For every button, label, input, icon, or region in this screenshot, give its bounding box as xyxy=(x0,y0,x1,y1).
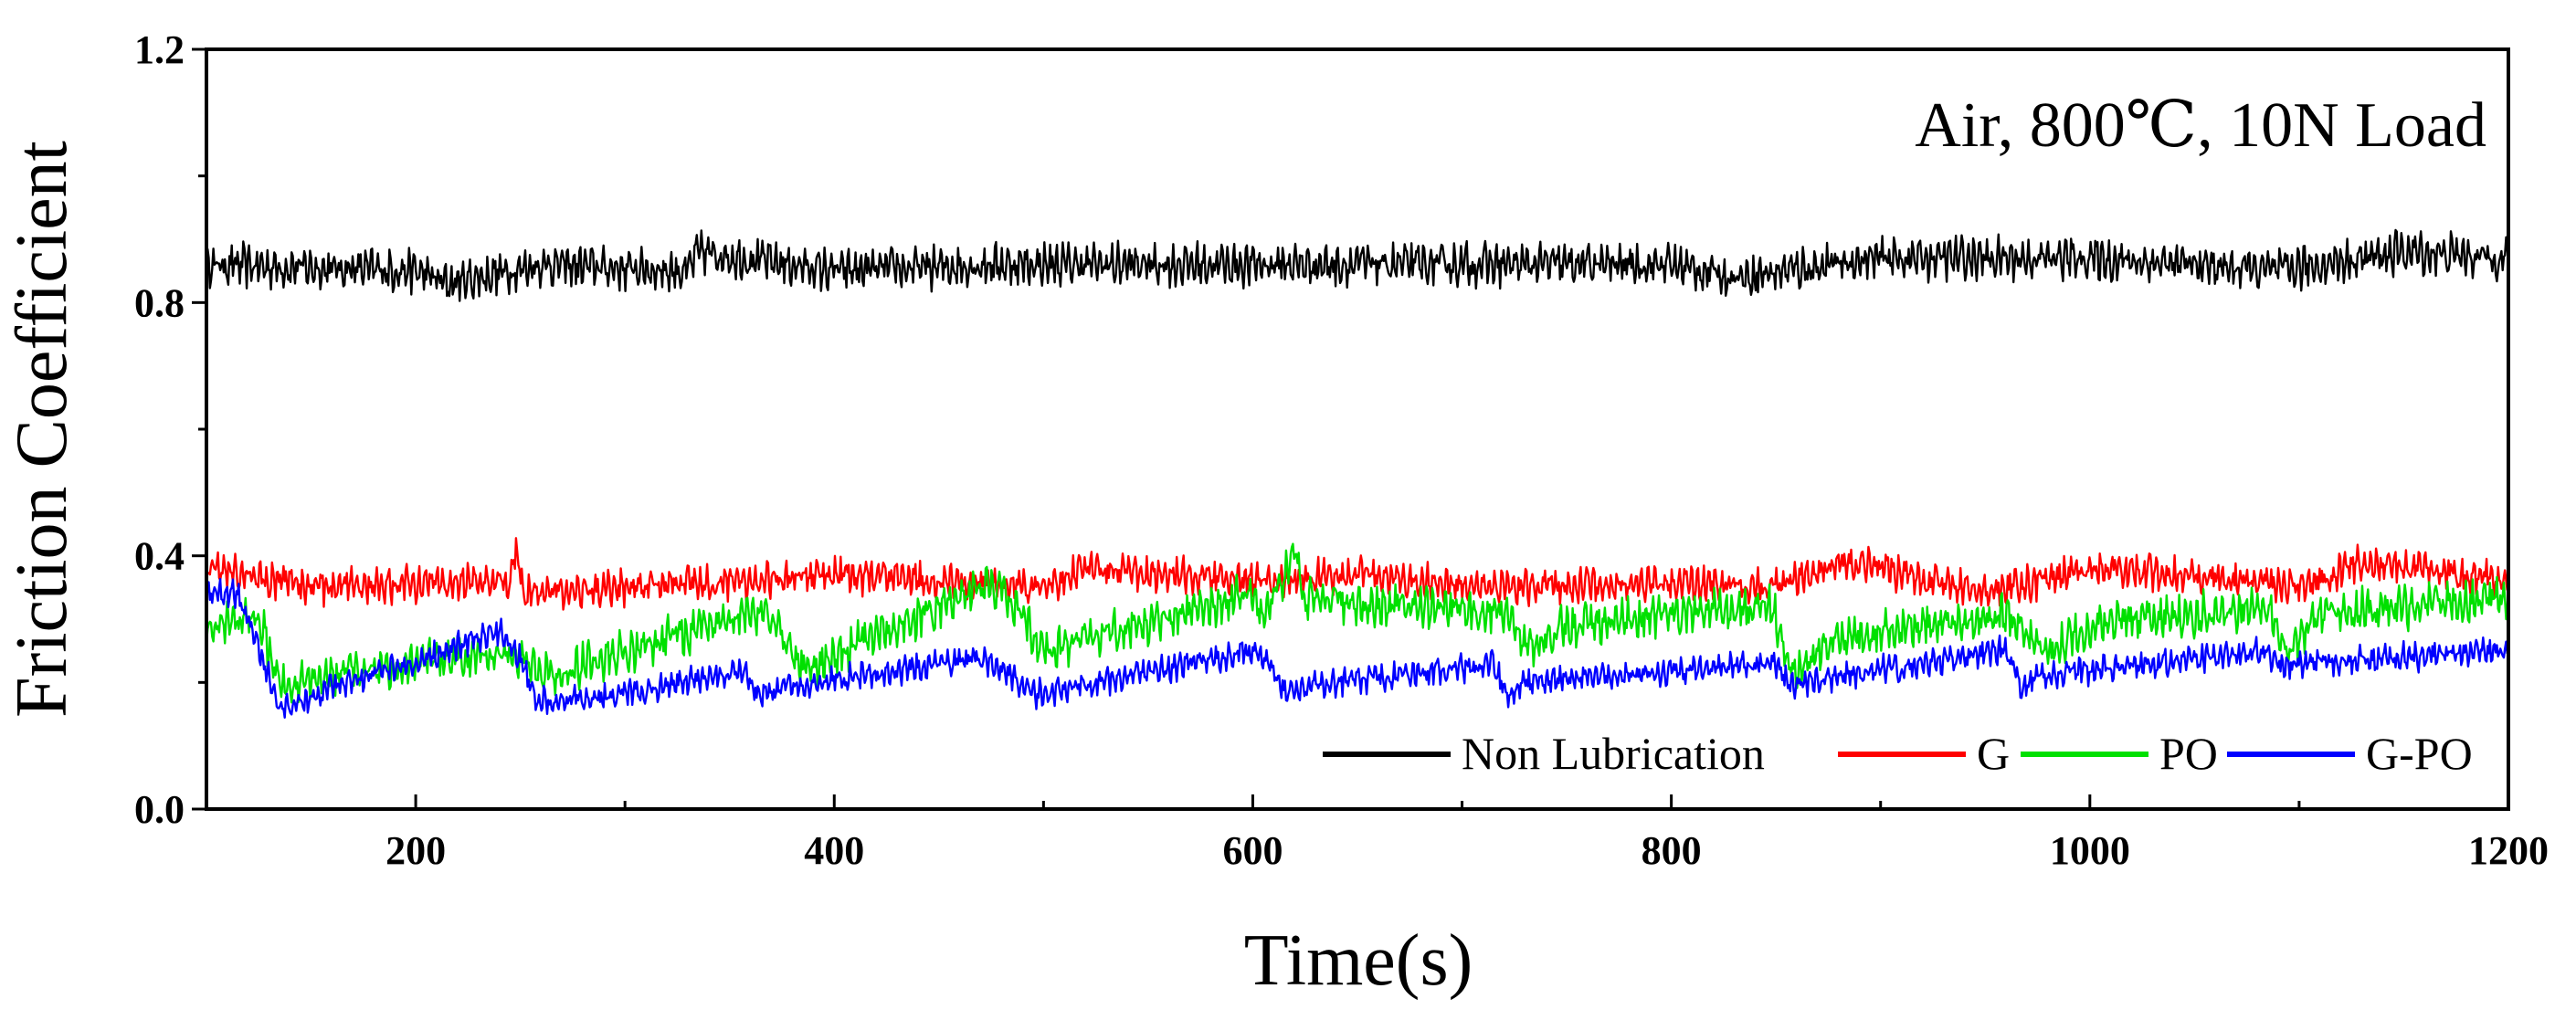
y-axis-title: Friction Coefficient xyxy=(2,141,82,718)
legend-label-g: G xyxy=(1977,728,2010,779)
x-tick-label: 200 xyxy=(385,828,446,873)
y-tick-label: 0.4 xyxy=(134,534,185,579)
legend-label-non-lubrication: Non Lubrication xyxy=(1462,728,1765,779)
series-line-g-po xyxy=(206,577,2508,719)
legend-label-po: PO xyxy=(2159,728,2218,779)
x-tick-label: 1000 xyxy=(2050,828,2130,873)
x-tick-label: 400 xyxy=(804,828,864,873)
chart-annotation: Air, 800℃, 10N Load xyxy=(1915,90,2486,161)
x-tick-label: 600 xyxy=(1222,828,1283,873)
legend: Non Lubrication G PO G-PO xyxy=(1323,728,2473,779)
series-line-non-lubrication xyxy=(206,228,2508,302)
x-axis-title: Time(s) xyxy=(1244,920,1473,1001)
axes-layer: 200 400 600 800 1000 1200 0.0 0.4 0.8 1.2 xyxy=(134,27,2549,873)
plot-frame xyxy=(205,47,2510,811)
series-line-g xyxy=(206,537,2508,611)
x-tick-label: 800 xyxy=(1642,828,1702,873)
y-tick-label: 0.8 xyxy=(134,280,185,325)
series-layer xyxy=(206,228,2508,719)
series-line-po xyxy=(206,542,2508,704)
y-tick-label: 0.0 xyxy=(134,787,185,832)
y-tick-label: 1.2 xyxy=(134,27,185,72)
x-tick-label: 1200 xyxy=(2468,828,2549,873)
legend-label-g-po: G-PO xyxy=(2366,728,2473,779)
